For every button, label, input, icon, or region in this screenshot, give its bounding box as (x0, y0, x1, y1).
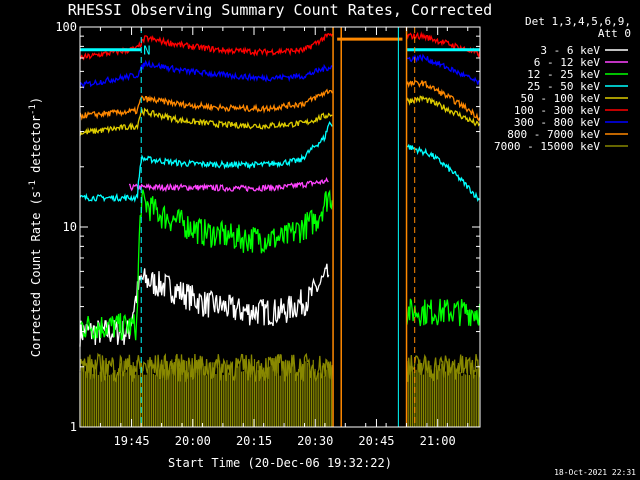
data-layer (79, 31, 481, 427)
legend-entry-label: 7000 - 15000 keV (494, 140, 600, 153)
y-label-sup1: -1 (28, 180, 38, 191)
legend-entry-label: 50 - 100 keV (521, 92, 601, 105)
y-axis-label: Corrected Count Rate (s-1 detector-1) (28, 97, 43, 357)
marker-layer: N (80, 27, 481, 427)
x-tick-label: 20:00 (175, 434, 211, 448)
series-line (79, 121, 481, 203)
series-line (79, 95, 481, 137)
legend-entry-label: 12 - 25 keV (527, 68, 600, 81)
y-label-mid: detector (29, 115, 43, 180)
x-tick-label: 20:15 (236, 434, 272, 448)
y-tick-label: 100 (55, 20, 77, 34)
legend-title: Det 1,3,4,5,6,9, (525, 15, 631, 28)
legend-entry-label: 6 - 12 keV (534, 56, 601, 69)
y-tick-label: 1 (70, 420, 77, 434)
legend-entry-label: 300 - 800 keV (514, 116, 600, 129)
x-axis-label: Start Time (20-Dec-06 19:32:22) (168, 456, 392, 470)
legend-entry-label: 800 - 7000 keV (507, 128, 600, 141)
series-line (79, 189, 481, 341)
chart-title: RHESSI Observing Summary Count Rates, Co… (68, 1, 492, 19)
legend-subtitle: Att 0 (598, 27, 631, 40)
y-label-sup2: -1 (28, 104, 38, 115)
axis-layer: 1 10 100 19:45 20:00 20:15 20:30 20:45 21:00 (55, 20, 480, 448)
series-line (128, 176, 329, 193)
legend-entry-label: 3 - 6 keV (540, 44, 600, 57)
x-tick-label: 20:45 (358, 434, 394, 448)
series-line (79, 80, 481, 122)
x-tick-label: 20:30 (297, 434, 333, 448)
y-label-main: Corrected Count Rate (s (29, 191, 43, 357)
legend-entry-label: 25 - 50 keV (527, 80, 600, 93)
x-tick-label: 19:45 (114, 434, 150, 448)
night-label: N (143, 44, 150, 58)
x-tick-label: 21:00 (420, 434, 456, 448)
series-line (79, 53, 480, 90)
legend-entry-label: 100 - 300 keV (514, 104, 600, 117)
y-label-end: ) (29, 97, 43, 104)
high-energy-band (79, 358, 480, 427)
timestamp: 18-Oct-2021 22:31 (554, 468, 636, 477)
y-tick-label: 10 (63, 220, 77, 234)
